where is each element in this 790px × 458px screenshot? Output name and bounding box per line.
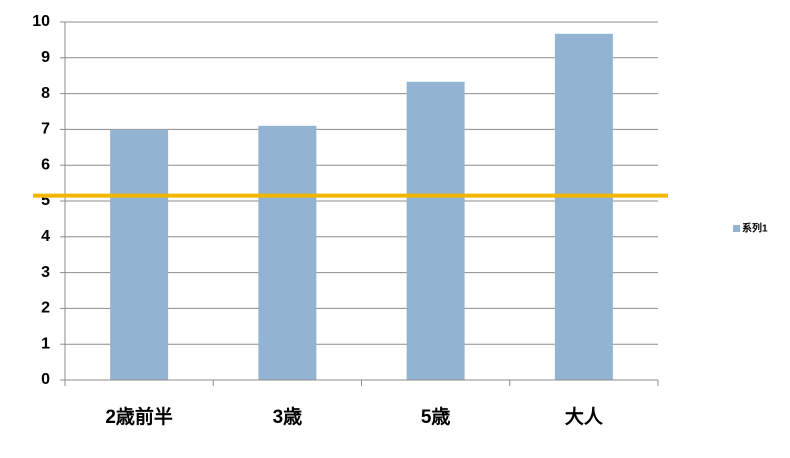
bar: [110, 129, 169, 380]
bar: [406, 81, 465, 380]
legend-swatch: [733, 225, 740, 232]
y-tick-label: 7: [41, 121, 50, 138]
y-tick-label: 6: [41, 156, 50, 173]
y-tick-label: 0: [41, 371, 50, 388]
x-tick-label: 5歳: [421, 406, 451, 428]
y-tick-label: 2: [41, 300, 50, 317]
y-tick-label: 1: [41, 335, 50, 352]
x-tick-label: 2歳前半: [105, 405, 173, 428]
y-tick-label: 8: [41, 85, 50, 102]
bar: [258, 125, 317, 380]
y-tick-label: 3: [41, 264, 50, 281]
y-tick-label: 4: [41, 228, 50, 245]
y-tick-label: 5: [41, 192, 50, 209]
x-tick-label: 大人: [565, 405, 604, 428]
y-tick-label: 9: [41, 49, 50, 66]
y-tick-label: 10: [32, 13, 50, 30]
x-tick-label: 3歳: [273, 406, 303, 428]
legend-label: 系列1: [742, 222, 768, 235]
bar: [554, 33, 613, 381]
